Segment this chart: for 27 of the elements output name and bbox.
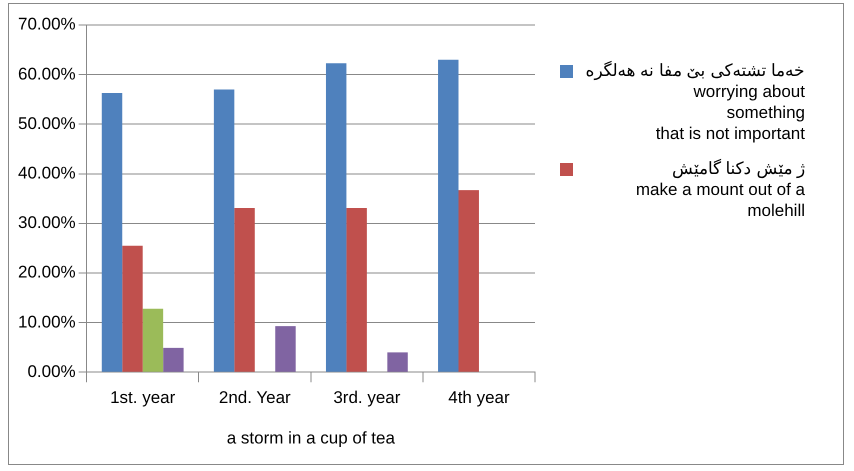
bar bbox=[122, 246, 143, 372]
text: ژ مێش دکنا گامێش make a mount out of a molehill bbox=[634, 158, 805, 221]
bar bbox=[346, 208, 367, 372]
bar bbox=[387, 352, 408, 372]
y-tick-label: 20.00% bbox=[18, 262, 76, 282]
x-tick-label: 4th year bbox=[448, 388, 510, 408]
bar bbox=[326, 63, 346, 372]
bar bbox=[102, 92, 122, 372]
bar bbox=[234, 208, 255, 372]
legend-label: خەما تشتەکی بێ مفا نە هەلگرە worrying about something that is not important bbox=[585, 60, 805, 144]
bar bbox=[458, 190, 479, 372]
y-tick-label: 50.00% bbox=[18, 114, 76, 133]
bar bbox=[438, 60, 458, 372]
bar bbox=[163, 348, 184, 372]
y-tick-label: 40.00% bbox=[18, 163, 76, 182]
x-tick-label: 2nd. Year bbox=[218, 388, 292, 408]
y-tick-label: 70.00% bbox=[18, 14, 76, 34]
x-axis-title: a storm in a cup of tea bbox=[226, 428, 396, 448]
x-tick-label: 1st. year bbox=[110, 388, 176, 408]
bar bbox=[275, 326, 296, 372]
y-tick-label: 60.00% bbox=[18, 64, 76, 84]
bar bbox=[142, 308, 164, 372]
y-tick-label: 30.00% bbox=[18, 213, 76, 232]
bar bbox=[214, 89, 234, 372]
y-tick-label: 0.00% bbox=[27, 362, 76, 381]
y-tick-label: 10.00% bbox=[18, 312, 76, 332]
x-tick-label: 3rd. year bbox=[333, 388, 401, 408]
